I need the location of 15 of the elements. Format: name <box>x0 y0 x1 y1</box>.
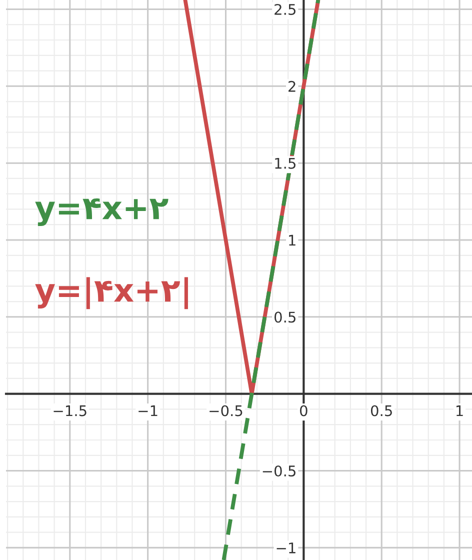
x-tick-label: 0.5 <box>370 405 392 416</box>
x-tick-label: −1 <box>138 405 158 416</box>
y-tick-label: 2 <box>288 80 296 92</box>
x-tick-label: −0.5 <box>210 405 242 416</box>
y-tick-label: 0.5 <box>274 312 296 323</box>
y-tick-label: 2.5 <box>274 4 296 15</box>
y-tick-label: 1 <box>289 234 296 246</box>
text: y=۴x+۲ <box>35 198 168 226</box>
x-tick-label: 1 <box>456 405 463 416</box>
y-tick-label: −0.5 <box>262 465 296 477</box>
x-tick-label: −1.5 <box>54 405 86 416</box>
x-tick-label: 0 <box>300 405 308 416</box>
y-tick-label: 1.5 <box>275 158 296 169</box>
series-label: y=|۴x+۲| <box>35 277 188 310</box>
y-tick-label: −1 <box>276 542 296 554</box>
